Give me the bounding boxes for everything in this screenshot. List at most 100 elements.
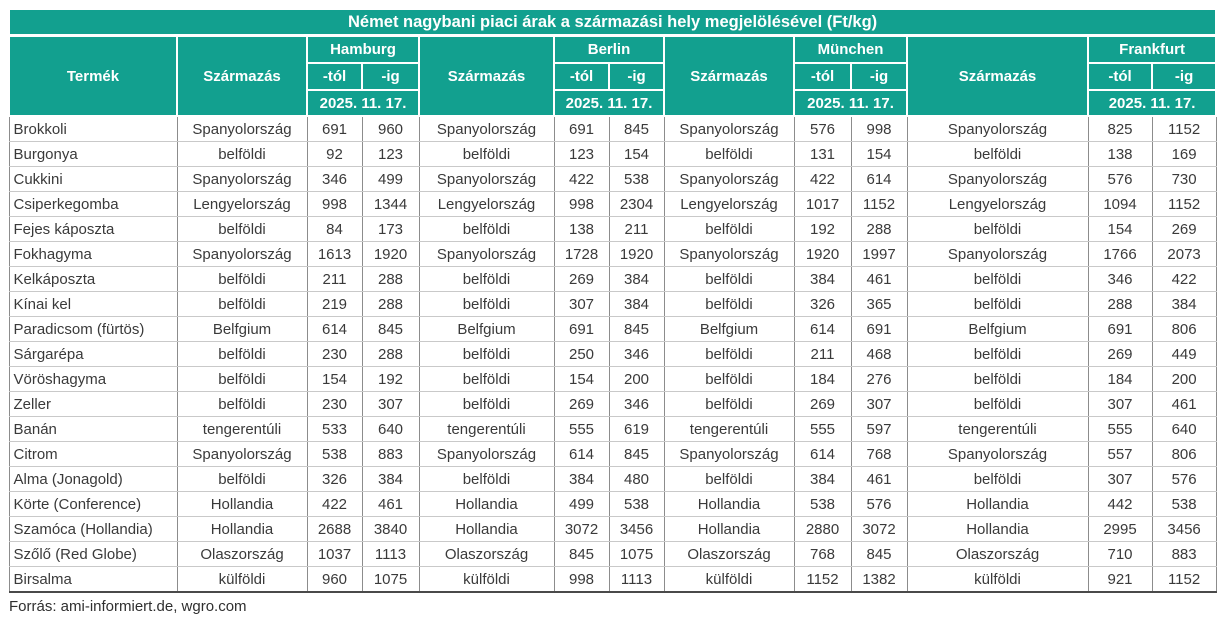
header-city-row: Termék Származás Hamburg Származás Berli…: [8, 34, 1218, 117]
table-title: Német nagybani piaci árak a származási h…: [7, 8, 1218, 37]
price-to-cell: 1152: [1151, 116, 1217, 142]
origin-cell: Olaszország: [418, 541, 555, 567]
product-cell: Körte (Conference): [8, 491, 178, 517]
origin-cell: külföldi: [418, 566, 555, 593]
price-to-cell: 1075: [361, 566, 420, 593]
price-from-cell: 998: [553, 191, 610, 217]
table-row: Paradicsom (fürtös) Belfgium 614 845 Belfgiu…: [8, 316, 1217, 342]
price-from-cell: 768: [793, 541, 852, 567]
origin-cell: Belfgium: [176, 316, 308, 342]
origin-cell: Spanyolország: [906, 116, 1089, 142]
product-cell: Vöröshagyma: [8, 366, 178, 392]
price-from-cell: 269: [1087, 341, 1153, 367]
column-header-product: Termék: [8, 34, 178, 117]
price-from-cell: 691: [553, 116, 610, 142]
price-to-cell: 691: [850, 316, 908, 342]
product-cell: Kínai kel: [8, 291, 178, 317]
price-from-cell: 1094: [1087, 191, 1153, 217]
price-from-cell: 131: [793, 141, 852, 167]
origin-cell: Hollandia: [906, 516, 1089, 542]
price-to-cell: 538: [608, 166, 665, 192]
origin-cell: Spanyolország: [418, 116, 555, 142]
price-to-cell: 480: [608, 466, 665, 492]
table-row: Sárgarépa belföldi 230 288 belföldi 250 346 bel…: [8, 341, 1217, 367]
price-from-cell: 576: [1087, 166, 1153, 192]
product-cell: Fejes káposzta: [8, 216, 178, 242]
origin-cell: belföldi: [176, 141, 308, 167]
price-from-cell: 230: [306, 391, 363, 417]
origin-cell: belföldi: [663, 341, 795, 367]
price-to-cell: 461: [850, 466, 908, 492]
price-to-cell: 538: [608, 491, 665, 517]
product-cell: Paradicsom (fürtös): [8, 316, 178, 342]
price-from-cell: 921: [1087, 566, 1153, 593]
price-from-cell: 138: [553, 216, 610, 242]
price-from-cell: 211: [793, 341, 852, 367]
price-to-cell: 640: [361, 416, 420, 442]
price-to-cell: 461: [361, 491, 420, 517]
column-header-from: -tól: [306, 62, 363, 91]
price-from-cell: 960: [306, 566, 363, 593]
price-to-cell: 422: [1151, 266, 1217, 292]
price-to-cell: 307: [850, 391, 908, 417]
price-to-cell: 1920: [608, 241, 665, 267]
table-row: Fokhagyma Spanyolország 1613 1920 Spanyolors…: [8, 241, 1217, 267]
price-to-cell: 619: [608, 416, 665, 442]
origin-cell: Spanyolország: [418, 166, 555, 192]
price-from-cell: 2688: [306, 516, 363, 542]
price-from-cell: 326: [793, 291, 852, 317]
origin-cell: Hollandia: [906, 491, 1089, 517]
table-row: Kínai kel belföldi 219 288 belföldi 307 384 bel…: [8, 291, 1217, 317]
price-from-cell: 691: [553, 316, 610, 342]
origin-cell: belföldi: [176, 391, 308, 417]
origin-cell: Spanyolország: [663, 241, 795, 267]
price-from-cell: 1728: [553, 241, 610, 267]
column-header-market-berlin: Berlin: [553, 34, 665, 64]
price-to-cell: 307: [361, 391, 420, 417]
price-from-cell: 123: [553, 141, 610, 167]
price-to-cell: 288: [361, 266, 420, 292]
product-cell: Alma (Jonagold): [8, 466, 178, 492]
price-to-cell: 154: [850, 141, 908, 167]
header-date-row: 2025. 11. 17. 2025. 11. 17. 2025. 11. 17…: [9, 89, 1218, 117]
price-to-cell: 173: [361, 216, 420, 242]
price-from-cell: 269: [793, 391, 852, 417]
price-from-cell: 138: [1087, 141, 1153, 167]
price-to-cell: 576: [1151, 466, 1217, 492]
origin-cell: Hollandia: [418, 491, 555, 517]
origin-cell: belföldi: [663, 466, 795, 492]
price-from-cell: 384: [793, 266, 852, 292]
price-from-cell: 422: [553, 166, 610, 192]
price-from-cell: 192: [793, 216, 852, 242]
table-row: Burgonya belföldi 92 123 belföldi 123 154 belfö…: [8, 141, 1217, 167]
origin-cell: külföldi: [176, 566, 308, 593]
origin-cell: Hollandia: [418, 516, 555, 542]
origin-cell: Spanyolország: [176, 116, 308, 142]
price-to-cell: 384: [608, 291, 665, 317]
price-to-cell: 384: [361, 466, 420, 492]
price-to-cell: 1152: [1151, 566, 1217, 593]
price-from-cell: 3072: [553, 516, 610, 542]
price-from-cell: 825: [1087, 116, 1153, 142]
origin-cell: belföldi: [663, 216, 795, 242]
price-from-cell: 1152: [793, 566, 852, 593]
column-header-origin-berlin: Származás: [418, 34, 555, 117]
origin-cell: Olaszország: [176, 541, 308, 567]
price-to-cell: 960: [361, 116, 420, 142]
column-header-market-hamburg: Hamburg: [306, 34, 420, 64]
price-from-cell: 211: [306, 266, 363, 292]
price-from-cell: 499: [553, 491, 610, 517]
origin-cell: Lengyelország: [663, 191, 795, 217]
price-to-cell: 1997: [850, 241, 908, 267]
origin-cell: Spanyolország: [176, 166, 308, 192]
price-from-cell: 307: [553, 291, 610, 317]
origin-cell: belföldi: [906, 466, 1089, 492]
price-from-cell: 154: [553, 366, 610, 392]
product-cell: Kelkáposzta: [8, 266, 178, 292]
price-from-cell: 614: [306, 316, 363, 342]
origin-cell: belföldi: [906, 216, 1089, 242]
price-to-cell: 1152: [1151, 191, 1217, 217]
price-from-cell: 422: [306, 491, 363, 517]
price-to-cell: 806: [1151, 441, 1217, 467]
column-header-origin-frankfurt: Származás: [906, 34, 1089, 117]
